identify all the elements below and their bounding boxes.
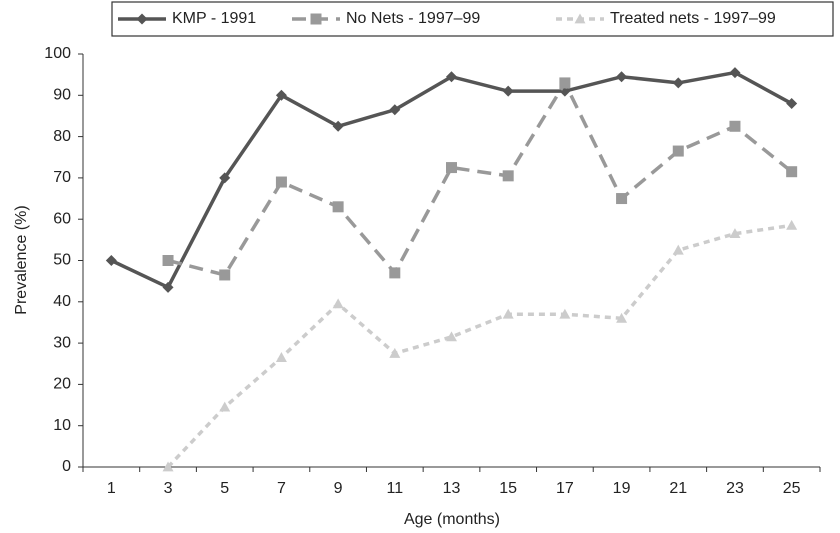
data-point <box>275 352 287 362</box>
x-tick-label: 11 <box>387 480 404 497</box>
data-point <box>559 77 571 89</box>
series-line <box>166 223 792 469</box>
data-point <box>162 461 174 472</box>
data-point <box>332 298 344 309</box>
data-point <box>672 77 684 89</box>
y-tick-label: 40 <box>53 293 71 310</box>
x-tick-label: 25 <box>783 480 801 497</box>
data-point <box>729 228 741 239</box>
x-tick-label: 17 <box>556 480 574 497</box>
series-line <box>110 70 793 290</box>
data-point <box>786 219 798 230</box>
y-tick-label: 100 <box>44 45 71 62</box>
y-tick-label: 20 <box>53 376 71 393</box>
data-point <box>105 255 117 266</box>
data-point <box>502 85 514 97</box>
legend-label: No Nets - 1997–99 <box>346 10 480 27</box>
data-point <box>616 71 628 83</box>
legend-label: KMP - 1991 <box>172 10 256 27</box>
data-point <box>162 281 174 293</box>
data-point <box>275 89 287 101</box>
x-tick-label: 15 <box>499 480 517 497</box>
y-tick-label: 90 <box>53 87 71 104</box>
x-tick-label: 13 <box>443 480 461 497</box>
x-tick-label: 7 <box>277 480 286 497</box>
x-tick-label: 5 <box>220 480 229 497</box>
data-point <box>219 172 231 184</box>
data-point <box>446 162 457 174</box>
x-tick-label: 21 <box>669 480 687 497</box>
legend-marker <box>136 13 148 25</box>
data-point <box>446 71 457 83</box>
data-point <box>389 104 401 116</box>
y-axis-title: Prevalence (%) <box>13 205 30 314</box>
x-tick-label: 23 <box>726 480 744 497</box>
data-point <box>219 401 231 412</box>
data-point <box>616 312 628 323</box>
data-point <box>559 308 571 319</box>
x-tick-label: 9 <box>334 480 343 497</box>
data-point <box>786 98 798 110</box>
y-tick-label: 60 <box>53 210 71 227</box>
y-tick-label: 70 <box>53 169 71 186</box>
y-tick-label: 0 <box>62 458 71 475</box>
data-point <box>672 145 684 157</box>
data-point <box>219 269 231 281</box>
data-point <box>332 120 344 132</box>
x-axis-title: Age (months) <box>404 511 500 528</box>
x-tick-label: 3 <box>164 480 173 497</box>
data-point <box>672 244 684 255</box>
x-tick-label: 1 <box>107 480 116 497</box>
legend-marker <box>574 13 586 24</box>
data-point <box>729 67 741 79</box>
data-point <box>446 331 457 342</box>
y-tick-label: 50 <box>53 252 71 269</box>
data-point <box>389 347 401 358</box>
y-tick-label: 80 <box>53 128 71 145</box>
data-point <box>502 170 514 182</box>
data-point <box>729 120 741 132</box>
series-line <box>167 79 793 277</box>
data-point <box>502 308 514 319</box>
legend-marker <box>310 13 322 25</box>
x-tick-label: 19 <box>613 480 631 497</box>
legend-label: Treated nets - 1997–99 <box>610 10 776 27</box>
data-point <box>275 176 287 188</box>
y-tick-label: 30 <box>53 334 71 351</box>
data-point <box>786 166 798 178</box>
data-point <box>389 267 401 279</box>
y-tick-label: 10 <box>53 417 71 434</box>
data-point <box>162 255 174 266</box>
legend-box <box>111 1 834 37</box>
data-point <box>332 201 344 213</box>
data-point <box>616 193 628 205</box>
